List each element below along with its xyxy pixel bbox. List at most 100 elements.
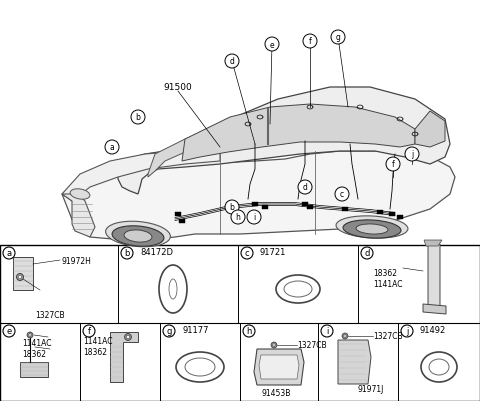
Text: 1141AC: 1141AC xyxy=(373,280,403,289)
Text: e: e xyxy=(270,41,274,49)
Text: d: d xyxy=(364,249,370,258)
Text: d: d xyxy=(229,57,234,66)
Circle shape xyxy=(3,325,15,337)
Polygon shape xyxy=(110,332,138,382)
Ellipse shape xyxy=(106,222,170,247)
Circle shape xyxy=(247,211,261,225)
Circle shape xyxy=(298,180,312,194)
Text: 18362: 18362 xyxy=(83,348,107,356)
Circle shape xyxy=(342,333,348,339)
Text: 1141AC: 1141AC xyxy=(22,339,51,348)
Circle shape xyxy=(3,247,15,259)
Ellipse shape xyxy=(176,352,224,382)
Circle shape xyxy=(121,247,133,259)
Ellipse shape xyxy=(70,189,90,200)
Ellipse shape xyxy=(112,226,164,247)
Circle shape xyxy=(124,334,132,341)
Polygon shape xyxy=(428,244,440,311)
Circle shape xyxy=(401,325,413,337)
Circle shape xyxy=(127,336,130,339)
Ellipse shape xyxy=(124,230,152,243)
Polygon shape xyxy=(342,207,348,211)
Text: 91453B: 91453B xyxy=(261,389,290,397)
Circle shape xyxy=(386,158,400,172)
Polygon shape xyxy=(259,355,299,379)
Circle shape xyxy=(83,325,95,337)
Polygon shape xyxy=(338,340,371,384)
Circle shape xyxy=(225,200,239,215)
Text: 91971J: 91971J xyxy=(358,385,384,393)
Text: b: b xyxy=(229,203,234,212)
Text: h: h xyxy=(246,327,252,336)
Circle shape xyxy=(105,141,119,155)
Circle shape xyxy=(344,335,346,337)
Text: 1327CB: 1327CB xyxy=(297,341,326,350)
Circle shape xyxy=(243,325,255,337)
Ellipse shape xyxy=(185,358,215,376)
Text: i: i xyxy=(326,327,328,336)
Text: f: f xyxy=(87,327,91,336)
Circle shape xyxy=(331,31,345,45)
Text: i: i xyxy=(253,213,255,222)
Text: b: b xyxy=(124,249,130,258)
Text: e: e xyxy=(6,327,12,336)
Text: 1327CB: 1327CB xyxy=(35,311,65,320)
Polygon shape xyxy=(389,213,395,217)
Circle shape xyxy=(265,38,279,52)
Polygon shape xyxy=(307,205,313,209)
Ellipse shape xyxy=(343,220,401,239)
Polygon shape xyxy=(182,105,415,162)
Polygon shape xyxy=(62,194,95,237)
Polygon shape xyxy=(254,349,304,385)
Text: 18362: 18362 xyxy=(373,268,397,277)
Circle shape xyxy=(225,55,239,69)
Text: 91500: 91500 xyxy=(164,83,192,92)
Text: c: c xyxy=(245,249,249,258)
Polygon shape xyxy=(62,152,455,241)
Circle shape xyxy=(19,276,22,279)
Text: f: f xyxy=(392,160,395,169)
Circle shape xyxy=(231,211,245,225)
Circle shape xyxy=(29,334,31,336)
Circle shape xyxy=(27,332,33,338)
Text: b: b xyxy=(135,113,141,122)
Text: a: a xyxy=(6,249,12,258)
Text: 1141AC: 1141AC xyxy=(83,337,112,346)
Text: h: h xyxy=(236,213,240,222)
Polygon shape xyxy=(377,211,383,215)
Polygon shape xyxy=(415,112,445,148)
Polygon shape xyxy=(13,257,33,290)
Polygon shape xyxy=(118,88,450,194)
Ellipse shape xyxy=(356,225,388,235)
Text: g: g xyxy=(336,33,340,43)
Polygon shape xyxy=(397,215,403,219)
Text: 91177: 91177 xyxy=(182,326,208,335)
Circle shape xyxy=(16,274,24,281)
Text: 1327CB: 1327CB xyxy=(373,332,403,341)
Text: d: d xyxy=(302,183,307,192)
Circle shape xyxy=(131,111,145,125)
Text: 18362: 18362 xyxy=(22,350,46,358)
Text: 91492: 91492 xyxy=(420,326,446,335)
Polygon shape xyxy=(175,213,181,217)
Text: 91972H: 91972H xyxy=(61,256,91,265)
Text: g: g xyxy=(166,327,172,336)
Ellipse shape xyxy=(429,359,449,375)
Circle shape xyxy=(273,344,275,346)
Ellipse shape xyxy=(276,275,320,303)
Polygon shape xyxy=(423,304,446,314)
Polygon shape xyxy=(302,203,308,207)
Polygon shape xyxy=(424,241,442,246)
Text: j: j xyxy=(411,150,413,159)
Ellipse shape xyxy=(421,352,457,382)
Circle shape xyxy=(335,188,349,201)
Circle shape xyxy=(271,342,277,348)
Ellipse shape xyxy=(336,216,408,239)
Bar xyxy=(0,245,480,401)
Circle shape xyxy=(361,247,373,259)
Circle shape xyxy=(405,148,419,162)
Polygon shape xyxy=(252,203,258,207)
Ellipse shape xyxy=(284,281,312,297)
Polygon shape xyxy=(179,219,185,223)
Circle shape xyxy=(163,325,175,337)
